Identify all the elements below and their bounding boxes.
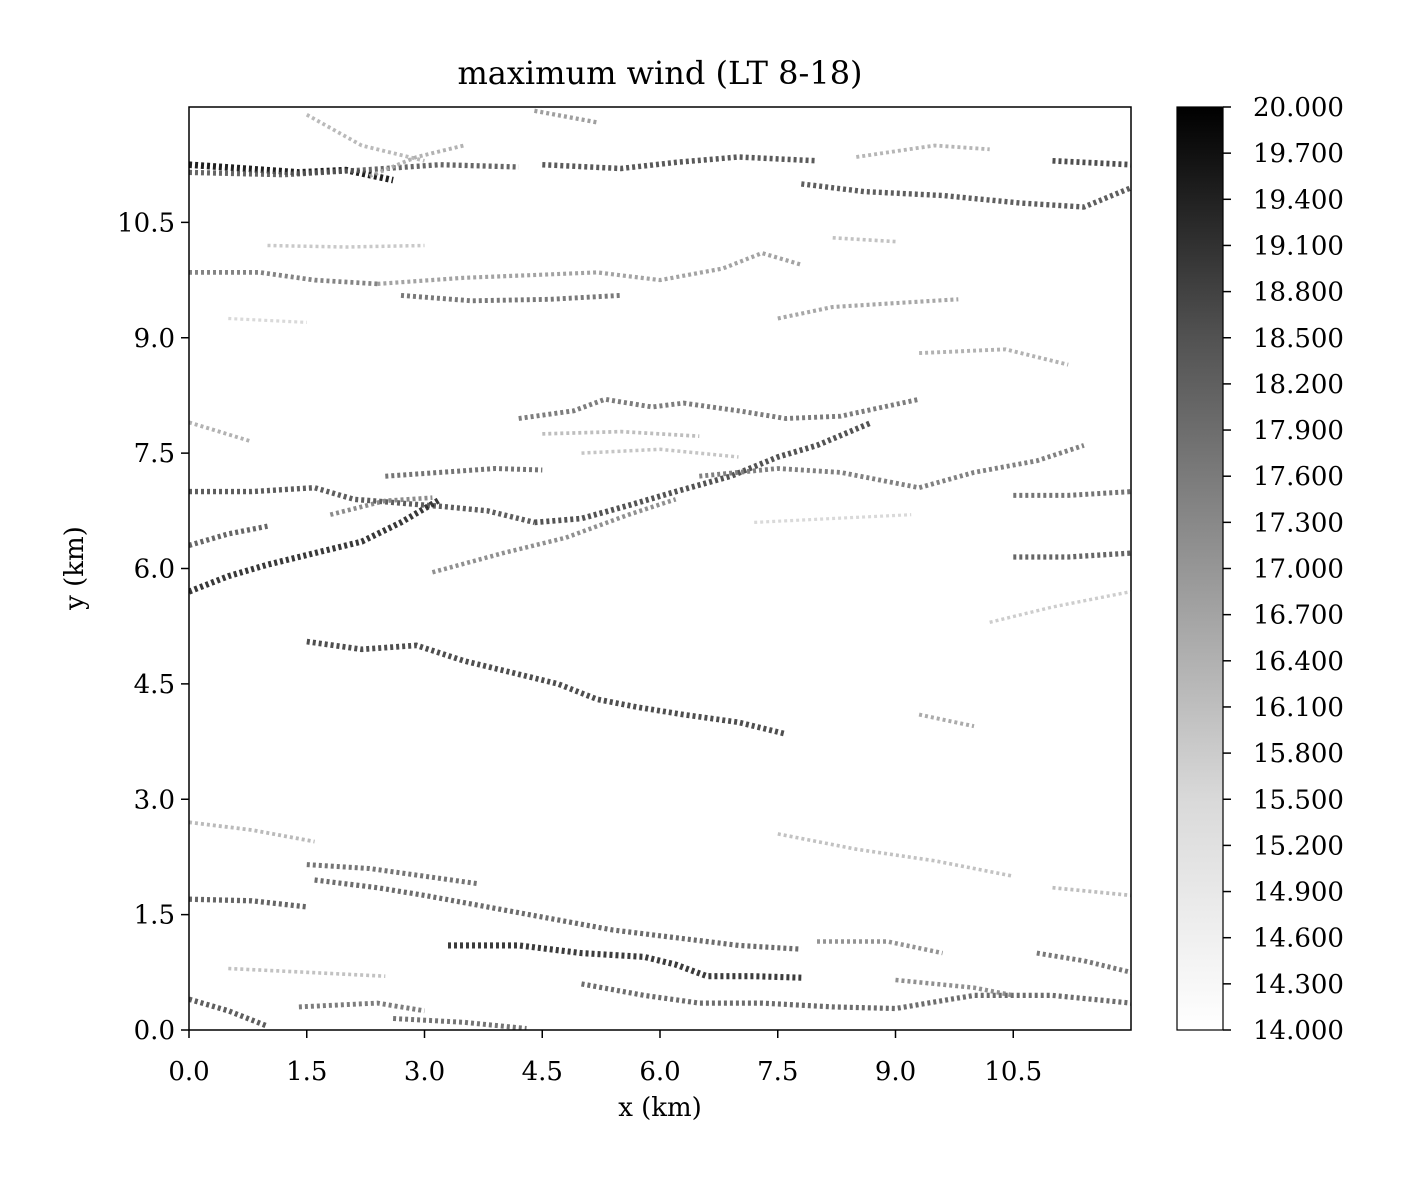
x-axis-label: x (km) <box>618 1093 702 1123</box>
y-tick-label: 0.0 <box>134 1016 175 1046</box>
wind-streak <box>534 108 598 125</box>
wind-streak <box>329 495 433 517</box>
colorbar-tick-label: 17.300 <box>1253 508 1344 538</box>
wind-streak <box>542 154 818 172</box>
colorbar-tick-label: 15.200 <box>1253 831 1344 861</box>
wind-streak <box>400 292 621 304</box>
wind-streak <box>777 832 1014 878</box>
colorbar-tick-label: 18.200 <box>1253 370 1344 400</box>
colorbar-tick-label: 15.800 <box>1253 739 1344 769</box>
x-tick-label: 10.5 <box>984 1057 1042 1087</box>
colorbar-tick-label: 14.300 <box>1253 970 1344 1000</box>
colorbar-tick-label: 17.600 <box>1253 462 1344 492</box>
wind-streak <box>1013 550 1131 560</box>
x-tick-label: 7.5 <box>757 1057 798 1087</box>
wind-streak <box>314 877 802 952</box>
colorbar-tick-label: 17.900 <box>1253 416 1344 446</box>
wind-streak <box>542 429 700 439</box>
wind-streak <box>306 638 787 737</box>
y-axis: 0.0 1.5 3.0 4.5 6.0 7.5 9.0 10.5 <box>117 208 189 1046</box>
wind-streak <box>581 981 1131 1012</box>
wind-streak <box>189 485 536 526</box>
wind-streak <box>1036 950 1131 975</box>
wind-streak <box>267 243 425 249</box>
colorbar-tick-label: 16.100 <box>1253 693 1344 723</box>
colorbar-tick-label: 19.400 <box>1253 185 1344 215</box>
y-tick-label: 9.0 <box>134 324 175 354</box>
x-axis: 0.0 1.5 3.0 4.5 6.0 7.5 9.0 10.5 <box>168 1030 1042 1087</box>
wind-streak <box>919 347 1069 367</box>
wind-streak <box>385 466 543 479</box>
colorbar-tick-label: 14.000 <box>1253 1016 1344 1046</box>
x-tick-label: 3.0 <box>404 1057 445 1087</box>
wind-streak <box>800 181 1131 210</box>
x-tick-label: 9.0 <box>875 1057 916 1087</box>
colorbar-tick-label: 17.000 <box>1253 555 1344 585</box>
wind-streak <box>189 896 308 910</box>
x-tick-label: 4.5 <box>522 1057 563 1087</box>
wind-streak <box>189 496 442 595</box>
colorbar-tick-label: 18.800 <box>1253 278 1344 308</box>
wind-streak <box>817 939 944 956</box>
wind-streak <box>189 162 519 178</box>
wind-streak <box>228 966 386 978</box>
plot-background <box>189 107 1131 1030</box>
wind-streak <box>298 1000 425 1014</box>
y-tick-label: 10.5 <box>117 208 175 238</box>
wind-streak <box>431 497 677 575</box>
x-tick-label: 0.0 <box>168 1057 209 1087</box>
wind-streak <box>699 443 1085 491</box>
wind-streak <box>305 113 425 163</box>
wind-streak <box>581 447 739 459</box>
colorbar <box>1176 106 1224 1031</box>
colorbar-tick-label: 15.500 <box>1253 785 1344 815</box>
colorbar-tick-label: 20.000 <box>1253 93 1344 123</box>
wind-streak <box>368 143 465 179</box>
colorbar-tick-label: 14.900 <box>1253 878 1344 908</box>
wind-streak <box>1052 157 1131 168</box>
colorbar-tick-label: 16.400 <box>1253 647 1344 677</box>
wind-streak <box>518 396 920 421</box>
y-tick-label: 7.5 <box>134 439 175 469</box>
wind-streak <box>1052 885 1131 898</box>
wind-streak <box>448 942 802 981</box>
wind-streak <box>189 420 253 444</box>
wind-streak <box>832 236 896 244</box>
y-axis-label: y (km) <box>60 526 90 611</box>
wind-streak <box>895 977 1014 998</box>
y-tick-label: 6.0 <box>134 555 175 585</box>
colorbar-tick-label: 16.700 <box>1253 601 1344 631</box>
colorbar-tick-label: 19.700 <box>1253 139 1344 169</box>
heatmap-field <box>189 108 1131 1030</box>
x-tick-label: 6.0 <box>639 1057 680 1087</box>
colorbar-tick-label: 14.600 <box>1253 924 1344 954</box>
y-tick-label: 4.5 <box>134 670 175 700</box>
colorbar-tick-label: 18.500 <box>1253 324 1344 354</box>
wind-streak <box>1013 489 1131 498</box>
wind-streak <box>228 316 307 324</box>
wind-streak <box>754 513 912 524</box>
wind-streak <box>306 862 480 887</box>
wind-streak <box>777 297 959 321</box>
y-tick-label: 3.0 <box>134 785 175 815</box>
wind-streak <box>189 523 269 548</box>
wind-streak <box>189 996 269 1029</box>
wind-streak <box>189 270 378 287</box>
x-tick-label: 1.5 <box>286 1057 327 1087</box>
colorbar-axis: 20.000 19.700 19.400 19.100 18.800 18.500 18.2… <box>1223 93 1344 1046</box>
wind-streak <box>534 419 874 526</box>
chart-title: maximum wind (LT 8-18) <box>457 54 862 92</box>
wind-streak <box>856 143 990 159</box>
colorbar-tick-label: 19.100 <box>1253 231 1344 261</box>
y-tick-label: 1.5 <box>134 901 175 931</box>
